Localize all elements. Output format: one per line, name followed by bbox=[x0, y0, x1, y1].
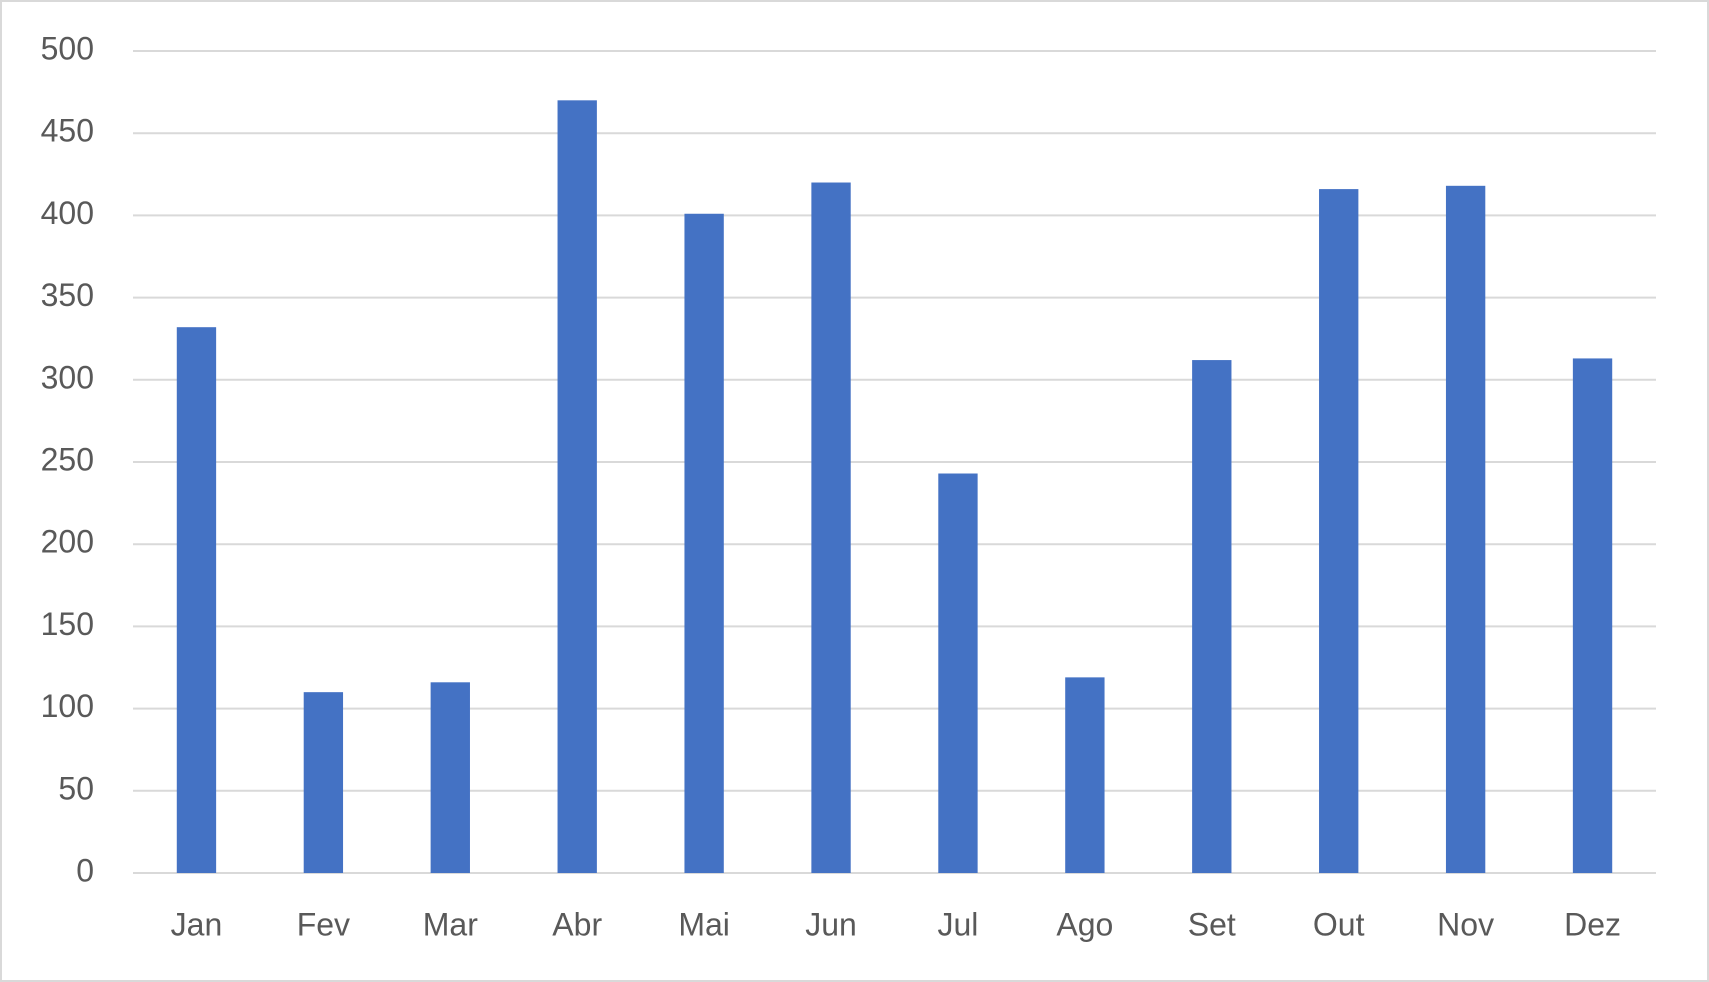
x-tick-label: Abr bbox=[552, 906, 602, 942]
y-tick-label: 450 bbox=[41, 113, 94, 149]
y-tick-label: 250 bbox=[41, 441, 94, 477]
x-tick-label: Out bbox=[1313, 906, 1365, 942]
y-tick-label: 500 bbox=[41, 30, 94, 66]
x-tick-label: Jan bbox=[171, 906, 223, 942]
x-tick-label: Ago bbox=[1056, 906, 1113, 942]
x-tick-label: Nov bbox=[1437, 906, 1494, 942]
bar bbox=[684, 213, 724, 874]
y-tick-label: 200 bbox=[41, 524, 94, 560]
x-tick-label: Set bbox=[1188, 906, 1236, 942]
x-tick-label: Dez bbox=[1564, 906, 1621, 942]
y-tick-label: 300 bbox=[41, 359, 94, 395]
x-tick-label: Jun bbox=[805, 906, 857, 942]
y-tick-label: 400 bbox=[41, 195, 94, 231]
y-tick-label: 50 bbox=[58, 770, 94, 806]
bar bbox=[557, 100, 597, 873]
bar bbox=[1192, 360, 1232, 873]
bar bbox=[176, 327, 217, 873]
bar bbox=[1445, 185, 1486, 874]
bar bbox=[938, 473, 978, 873]
bar bbox=[303, 692, 344, 873]
x-tick-label: Mai bbox=[678, 906, 730, 942]
x-tick-label: Jul bbox=[938, 906, 979, 942]
y-tick-label: 100 bbox=[41, 688, 94, 724]
y-tick-label: 150 bbox=[41, 606, 94, 642]
x-tick-label: Mar bbox=[423, 906, 478, 942]
y-tick-label: 0 bbox=[76, 852, 94, 888]
bar bbox=[430, 682, 470, 873]
bar bbox=[811, 182, 851, 873]
bar bbox=[1572, 358, 1613, 874]
bar bbox=[1319, 189, 1359, 873]
x-tick-label: Fev bbox=[297, 906, 350, 942]
y-tick-label: 350 bbox=[41, 277, 94, 313]
bar bbox=[1065, 677, 1105, 873]
